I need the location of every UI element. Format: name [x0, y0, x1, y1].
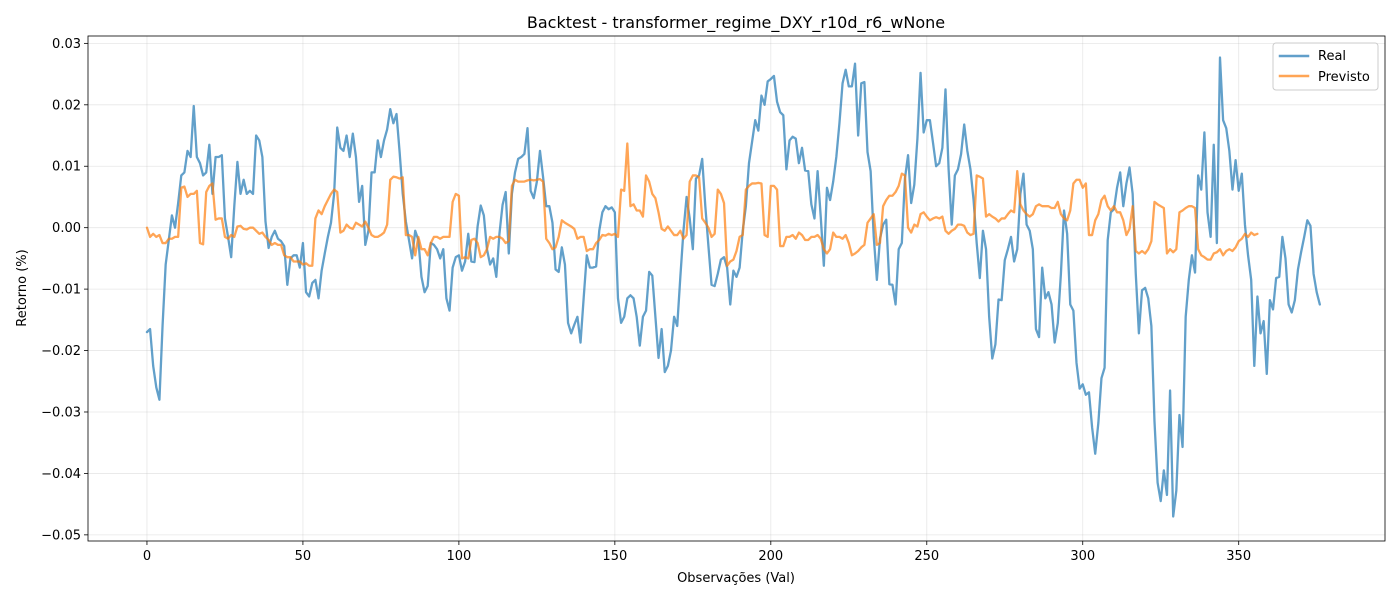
y-axis-ticks: −0.05 −0.04 −0.03 −0.02 −0.01 0.00 0.01 0.02 0.0…: [41, 37, 88, 543]
x-tick-label: 50: [295, 549, 312, 564]
x-tick-label: 250: [914, 549, 939, 564]
series-line-real: [145, 56, 1321, 518]
y-tick-label: −0.02: [41, 344, 81, 359]
x-axis-label: Observações (Val): [677, 571, 795, 586]
y-tick-label: −0.03: [41, 405, 81, 420]
series-lines: [145, 56, 1321, 518]
y-tick-label: −0.01: [41, 283, 81, 298]
legend-label-previsto: Previsto: [1318, 70, 1370, 85]
series-line-previsto: [145, 142, 1259, 267]
y-tick-label: −0.05: [41, 528, 81, 543]
chart-title: Backtest - transformer_regime_DXY_r10d_r…: [527, 13, 945, 33]
x-tick-label: 150: [602, 549, 627, 564]
x-tick-label: 350: [1226, 549, 1251, 564]
y-tick-label: 0.03: [52, 37, 81, 52]
x-tick-label: 0: [143, 549, 151, 564]
y-tick-label: 0.01: [52, 160, 81, 175]
legend-label-real: Real: [1318, 49, 1346, 64]
x-tick-label: 100: [446, 549, 471, 564]
x-axis-ticks: 0 50 100 150 200 250 300 350: [143, 541, 1251, 564]
y-tick-label: 0.00: [52, 221, 81, 236]
x-tick-label: 300: [1070, 549, 1095, 564]
plot-frame: [87, 35, 1386, 542]
y-tick-label: 0.02: [52, 98, 81, 113]
legend: Real Previsto: [1272, 42, 1379, 91]
x-tick-label: 200: [758, 549, 783, 564]
y-axis-label: Retorno (%): [15, 249, 30, 326]
y-tick-label: −0.04: [41, 467, 81, 482]
